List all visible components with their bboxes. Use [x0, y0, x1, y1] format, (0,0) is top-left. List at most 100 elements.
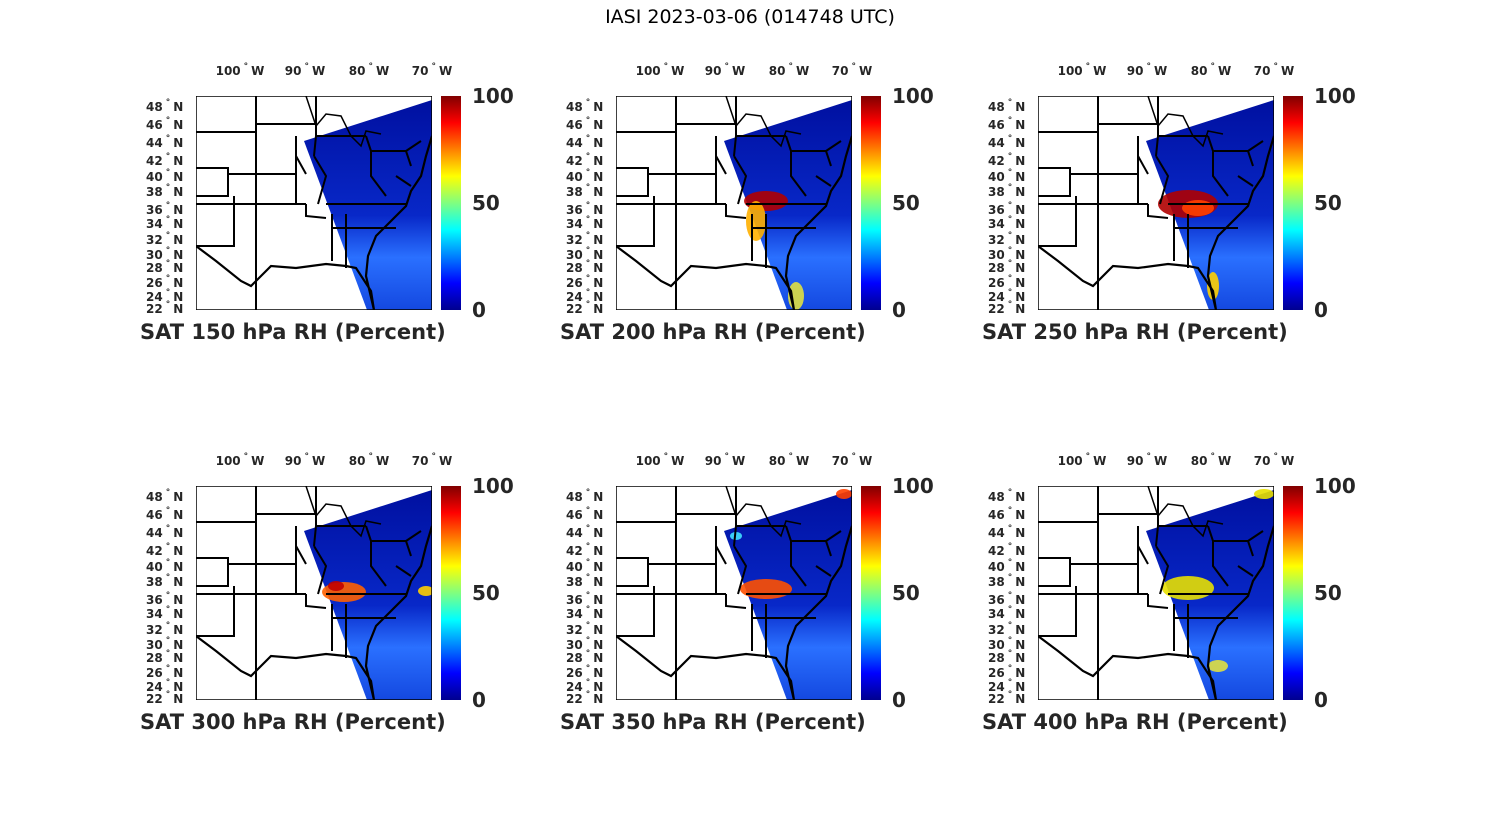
moisture-region — [1254, 489, 1274, 499]
degree-symbol: ° — [585, 231, 591, 241]
degree-symbol: ° — [1007, 300, 1013, 310]
degree-symbol: ° — [304, 452, 309, 462]
lat-value: 28 — [146, 651, 163, 665]
degree-symbol: ° — [1007, 649, 1013, 659]
hemisphere: N — [1015, 651, 1026, 665]
lon-tick-label: 70 ° W — [1254, 62, 1294, 78]
moisture-region — [418, 586, 432, 596]
hemisphere: N — [593, 217, 604, 231]
coastline — [196, 525, 432, 700]
hemisphere: W — [438, 454, 453, 468]
hemisphere: N — [1015, 607, 1026, 621]
degree-symbol: ° — [368, 62, 373, 72]
lat-value: 32 — [566, 233, 583, 247]
map-axes[interactable] — [196, 486, 432, 700]
degree-symbol: ° — [585, 98, 591, 108]
lon-tick-label: 80 ° W — [1191, 452, 1231, 468]
hemisphere: N — [173, 261, 184, 275]
great-lakes — [1147, 486, 1224, 538]
map-axes[interactable] — [616, 486, 852, 700]
degree-symbol: ° — [165, 524, 171, 534]
degree-symbol: ° — [851, 452, 856, 462]
lat-value: 38 — [146, 185, 163, 199]
lon-tick-label: 80 ° W — [349, 62, 389, 78]
hemisphere: N — [1015, 638, 1026, 652]
degree-symbol: ° — [165, 246, 171, 256]
colorbar — [861, 486, 881, 700]
colorbar — [861, 96, 881, 310]
lon-value: 80 — [768, 454, 786, 468]
hemisphere: N — [593, 508, 604, 522]
lat-tick-label: 42 ° N — [988, 152, 1025, 169]
lat-tick-label: 34 ° N — [146, 605, 183, 622]
lat-tick-label: 40 ° N — [566, 558, 603, 575]
lat-value: 26 — [566, 276, 583, 290]
lat-tick-label: 34 ° N — [146, 215, 184, 232]
lat-value: 28 — [146, 261, 163, 275]
degree-symbol: ° — [585, 288, 591, 298]
lat-value: 46 — [146, 508, 163, 522]
hemisphere: W — [795, 454, 810, 468]
colorbar-tick-label: 0 — [472, 298, 486, 322]
degree-symbol: ° — [1007, 506, 1013, 516]
lon-value: 100 — [635, 64, 661, 78]
lat-tick-label: 26 ° N — [146, 274, 183, 291]
map-axes[interactable] — [616, 96, 852, 310]
lat-tick-label: 42 ° N — [146, 152, 183, 169]
degree-symbol: ° — [585, 183, 591, 193]
hemisphere: N — [1015, 623, 1026, 637]
degree-symbol: ° — [165, 183, 171, 193]
lon-tick-label: 70 ° W — [412, 452, 453, 468]
map-panel: 100 ° W 90 ° W 80 ° W 70 ° W 48 ° N 46 ° N 44 ° N 42 ° N 40 ° N 38 °… — [140, 446, 560, 746]
degree-symbol: ° — [1007, 259, 1013, 269]
hemisphere: N — [173, 217, 184, 231]
lat-tick-label: 46 ° N — [566, 506, 604, 523]
hemisphere: N — [173, 680, 184, 694]
lon-tick-label: 80 ° W — [1191, 62, 1231, 78]
lat-value: 22 — [146, 302, 163, 316]
lat-tick-label: 46 ° N — [988, 506, 1025, 523]
degree-symbol: ° — [585, 259, 591, 269]
colorbar-tick-label: 50 — [472, 191, 500, 215]
degree-symbol: ° — [165, 591, 171, 601]
lat-value: 48 — [988, 100, 1005, 114]
lat-tick-label: 22 ° N — [988, 300, 1025, 317]
lat-tick-label: 32 ° N — [988, 231, 1025, 248]
lat-tick-label: 32 ° N — [988, 621, 1026, 638]
lat-tick-label: 34 ° N — [566, 605, 603, 622]
degree-symbol: ° — [1210, 62, 1215, 72]
map-axes[interactable] — [1038, 96, 1274, 310]
map-axes[interactable] — [1038, 486, 1274, 700]
lat-tick-label: 22 ° N — [988, 690, 1025, 707]
degree-symbol: ° — [165, 231, 171, 241]
degree-symbol: ° — [165, 274, 171, 284]
lon-tick-label: 100 ° W — [635, 62, 685, 78]
degree-symbol: ° — [585, 506, 591, 516]
moisture-region — [746, 201, 766, 241]
hemisphere: W — [1153, 454, 1168, 468]
colorbar-tick-label: 0 — [1314, 688, 1328, 712]
lat-tick-label: 40 ° N — [146, 168, 183, 185]
coastline — [616, 525, 852, 700]
lat-tick-label: 30 ° N — [988, 636, 1026, 653]
lat-value: 30 — [988, 248, 1005, 262]
degree-symbol: ° — [585, 215, 591, 225]
hemisphere: N — [593, 100, 604, 114]
lon-tick-label: 70 ° W — [832, 62, 872, 78]
degree-symbol: ° — [1007, 678, 1013, 688]
hemisphere: N — [173, 638, 184, 652]
colorbar-tick-label: 0 — [472, 688, 486, 712]
lon-tick-label: 100 ° W — [216, 452, 265, 468]
hemisphere: N — [1015, 290, 1026, 304]
map-panel: 100 ° W 90 ° W 80 ° W 70 ° W 48 ° N 46 ° N 44 ° N 42 ° N 40 ° N 38 °… — [982, 56, 1402, 356]
hemisphere: N — [1015, 185, 1026, 199]
degree-symbol: ° — [585, 573, 591, 583]
degree-symbol: ° — [1007, 183, 1013, 193]
degree-symbol: ° — [1146, 452, 1151, 462]
hemisphere: N — [1015, 666, 1026, 680]
hemisphere: N — [1015, 526, 1026, 540]
map-axes[interactable] — [196, 96, 432, 310]
lat-value: 48 — [146, 100, 163, 114]
hemisphere: N — [173, 526, 184, 540]
hemisphere: W — [311, 64, 326, 78]
